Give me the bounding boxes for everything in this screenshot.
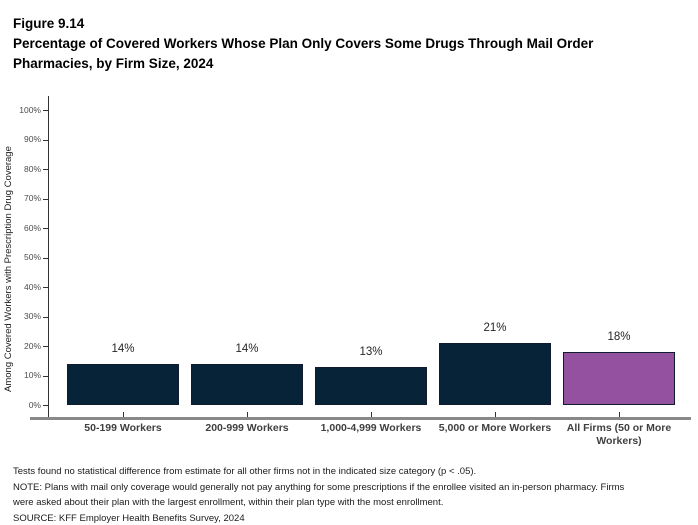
- y-axis-tick: [43, 228, 48, 229]
- footnote-stat-test: Tests found no statistical difference fr…: [13, 466, 477, 477]
- bar-value-label: 21%: [483, 322, 507, 334]
- bar: [439, 343, 551, 405]
- y-axis-tick: [43, 257, 48, 259]
- x-category-label: 200-999 Workers: [205, 422, 289, 434]
- y-axis-line: [48, 96, 49, 417]
- bar-value-label: 13%: [359, 346, 383, 358]
- bar-value-label: 14%: [111, 343, 135, 355]
- y-tick-label: 50%: [23, 252, 41, 262]
- x-category-label: All Firms (50 or More Workers): [566, 422, 672, 447]
- y-axis-tick: [43, 405, 48, 406]
- y-axis-tick: [43, 139, 48, 141]
- y-axis-tick: [43, 198, 48, 200]
- x-axis-tick: [619, 412, 620, 417]
- y-axis-tick: [43, 110, 48, 111]
- y-tick-label: 70%: [23, 193, 41, 203]
- x-axis-tick: [495, 412, 496, 417]
- y-tick-label: 0%: [28, 399, 41, 410]
- x-axis-tick: [123, 412, 124, 417]
- y-tick-label: 10%: [23, 370, 41, 380]
- x-axis-tick: [247, 412, 248, 417]
- x-axis-tick: [371, 412, 372, 417]
- y-axis-tick: [43, 375, 48, 377]
- x-category-label: 50-199 Workers: [84, 422, 162, 434]
- bar: [315, 367, 427, 405]
- footnote-note-line2: were asked about their plan with the lar…: [13, 497, 444, 509]
- x-category-label: 1,000-4,999 Workers: [320, 422, 422, 434]
- bar: [67, 364, 179, 405]
- y-tick-label: 90%: [23, 134, 41, 144]
- y-tick-label: 40%: [23, 281, 41, 292]
- footnotes: Tests found no statistical difference fr…: [13, 464, 693, 525]
- bar: [563, 352, 675, 405]
- figure-title-line2: Pharmacies, by Firm Size, 2024: [13, 56, 214, 71]
- figure-label: Figure 9.14: [13, 16, 85, 31]
- bar-value-label: 18%: [607, 331, 631, 343]
- bar-value-label: 14%: [235, 343, 259, 355]
- x-category-label: 5,000 or More Workers: [438, 422, 552, 434]
- footnote-source: SOURCE: KFF Employer Health Benefits Sur…: [13, 513, 245, 525]
- y-axis-tick: [43, 287, 48, 288]
- y-tick-label: 100%: [19, 104, 41, 115]
- bar: [191, 364, 303, 405]
- x-axis-line: [30, 417, 691, 420]
- y-axis-tick: [43, 346, 48, 347]
- y-axis-tick: [43, 169, 48, 170]
- y-axis-tick: [43, 316, 48, 318]
- y-tick-label: 20%: [23, 340, 41, 351]
- y-tick-label: 80%: [23, 163, 41, 174]
- figure-title-line1: Percentage of Covered Workers Whose Plan…: [13, 36, 594, 51]
- y-tick-label: 60%: [23, 222, 41, 233]
- title-block: Figure 9.14 Percentage of Covered Worker…: [13, 14, 689, 74]
- y-tick-label: 30%: [23, 311, 41, 321]
- footnote-note-line1: NOTE: Plans with mail only coverage woul…: [13, 481, 625, 493]
